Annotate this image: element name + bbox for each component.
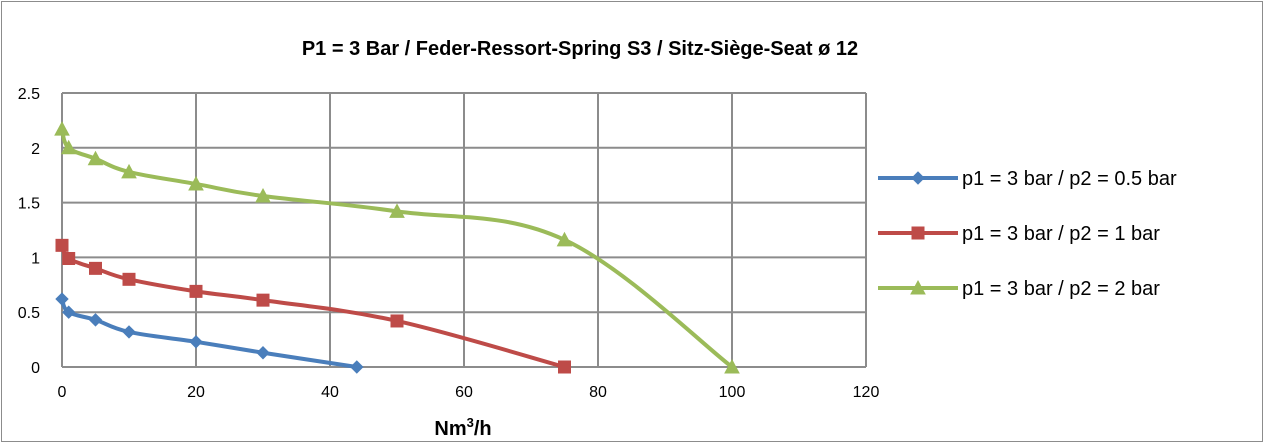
series-line-3 bbox=[60, 127, 734, 369]
legend-marker bbox=[911, 226, 925, 240]
x-tick-label: 120 bbox=[853, 384, 880, 401]
data-point bbox=[89, 261, 102, 275]
x-axis-label-tail: /h bbox=[474, 418, 492, 440]
x-axis-label-sup: 3 bbox=[467, 415, 474, 430]
legend-marker bbox=[911, 171, 925, 185]
y-tick-labels: 0 0.5 1 1.5 2 2.5 bbox=[18, 86, 40, 377]
series-line-1 bbox=[60, 297, 359, 369]
x-tick-label: 80 bbox=[589, 384, 607, 401]
data-point bbox=[88, 313, 103, 327]
data-point bbox=[122, 325, 136, 339]
legend-label: p1 = 3 bar / p2 = 0.5 bar bbox=[962, 168, 1177, 190]
data-point bbox=[54, 121, 70, 136]
data-point bbox=[55, 238, 69, 252]
chart-title: P1 = 3 Bar / Feder-Ressort-Spring S3 / S… bbox=[302, 38, 858, 60]
legend: p1 = 3 bar / p2 = 0.5 bar p1 = 3 bar / p2… bbox=[878, 168, 1177, 300]
data-point bbox=[389, 203, 405, 218]
x-tick-label: 40 bbox=[321, 384, 339, 401]
x-tick-label: 60 bbox=[455, 384, 473, 401]
x-axis-label-main: Nm bbox=[434, 418, 466, 440]
y-tick-label: 1 bbox=[31, 250, 40, 267]
legend-marker bbox=[910, 279, 926, 295]
data-point bbox=[256, 346, 270, 360]
data-point bbox=[55, 292, 69, 306]
legend-label: p1 = 3 bar / p2 = 2 bar bbox=[962, 278, 1160, 300]
data-point bbox=[255, 187, 271, 203]
legend-label: p1 = 3 bar / p2 = 1 bar bbox=[962, 223, 1160, 245]
y-tick-label: 2.5 bbox=[18, 86, 40, 103]
series-lines bbox=[60, 127, 734, 369]
x-tick-label: 20 bbox=[187, 384, 205, 401]
data-point bbox=[350, 360, 364, 374]
series-markers bbox=[54, 121, 740, 374]
series-line-2 bbox=[60, 243, 567, 369]
data-point bbox=[189, 284, 203, 298]
data-point bbox=[122, 272, 136, 286]
x-axis-label: Nm3/h bbox=[434, 415, 491, 440]
data-point bbox=[556, 231, 573, 247]
data-point bbox=[390, 314, 404, 328]
x-tick-label: 0 bbox=[58, 384, 67, 401]
y-tick-label: 0.5 bbox=[18, 305, 40, 322]
x-tick-label: 100 bbox=[719, 384, 746, 401]
y-tick-label: 0 bbox=[31, 360, 40, 377]
data-point bbox=[188, 175, 204, 191]
data-point bbox=[256, 293, 270, 307]
y-tick-label: 1.5 bbox=[18, 196, 40, 213]
data-point bbox=[61, 305, 76, 319]
data-point bbox=[189, 335, 203, 349]
data-point bbox=[724, 358, 740, 374]
x-tick-labels: 0 20 40 60 80 100 120 bbox=[58, 384, 880, 401]
data-point bbox=[87, 150, 104, 166]
y-tick-label: 2 bbox=[31, 141, 40, 158]
data-point bbox=[62, 251, 76, 265]
data-point bbox=[558, 360, 571, 374]
plot-grid bbox=[61, 92, 867, 368]
data-point bbox=[60, 139, 77, 155]
data-point bbox=[121, 163, 137, 179]
